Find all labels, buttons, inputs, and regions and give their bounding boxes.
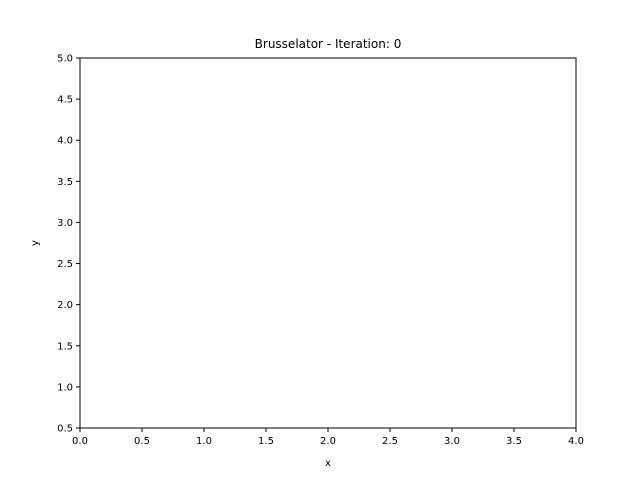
y-tick-label: 3.0	[57, 218, 73, 229]
y-tick-label: 2.0	[57, 300, 73, 311]
y-axis-label: y	[30, 240, 41, 246]
x-tick-label: 3.0	[444, 436, 460, 447]
x-tick-label: 2.0	[320, 436, 336, 447]
y-tick-label: 4.5	[57, 95, 73, 106]
x-tick-label: 0.0	[72, 436, 88, 447]
y-tick-label: 5.0	[57, 54, 73, 65]
y-tick-label: 2.5	[57, 259, 73, 270]
x-tick-label: 1.0	[196, 436, 212, 447]
plot-area: 0.0 0.5 1.0 1.5 2.0 2.5 3.0 3.5 4.0 0.51.01.52.0…	[57, 54, 584, 448]
y-tick-label: 0.5	[57, 424, 73, 435]
x-axis-label: x	[325, 458, 331, 469]
x-tick-label: 1.5	[258, 436, 274, 447]
x-tick-label: 2.5	[382, 436, 398, 447]
y-tick-label: 1.0	[57, 382, 73, 393]
x-tick-label: 3.5	[506, 436, 522, 447]
chart-title: Brusselator - Iteration: 0	[255, 37, 402, 51]
x-axis-ticks: 0.0 0.5 1.0 1.5 2.0 2.5 3.0 3.5 4.0	[72, 428, 584, 447]
y-tick-label: 3.5	[57, 177, 73, 188]
y-axis-ticks: 0.5 1.0 1.5 2.0 2.5 3.0 3.5 4.0 4.5 5.0	[57, 54, 80, 435]
y-tick-label: 1.5	[57, 341, 73, 352]
x-tick-label: 4.0	[568, 436, 584, 447]
x-tick-label: 0.5	[134, 436, 150, 447]
y-tick-label: 4.0	[57, 136, 73, 147]
